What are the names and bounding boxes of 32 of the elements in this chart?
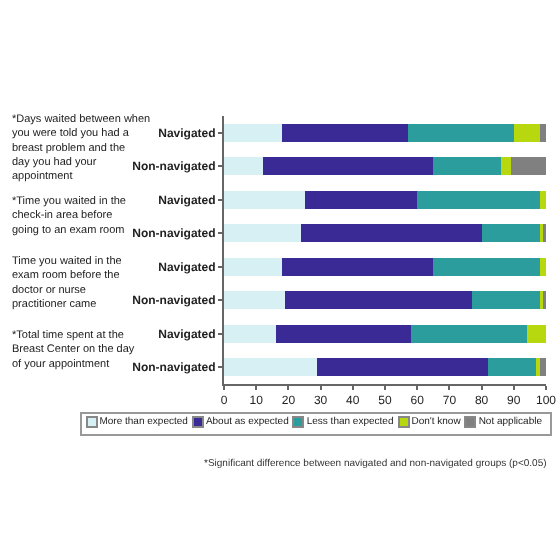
bar (262, 157, 434, 176)
bar (224, 224, 302, 243)
bar (539, 123, 546, 142)
bar (433, 257, 540, 276)
bar (304, 190, 418, 209)
bar (513, 123, 540, 142)
bar (275, 324, 411, 343)
bar (224, 190, 305, 209)
bar (481, 224, 540, 243)
bar (224, 157, 263, 176)
bar (500, 157, 511, 176)
bar (301, 224, 482, 243)
bar (281, 257, 434, 276)
bar (539, 358, 546, 377)
bar (224, 291, 286, 310)
bar (224, 257, 282, 276)
bar (539, 257, 546, 276)
bar (281, 123, 408, 142)
bar (317, 358, 489, 377)
bar (510, 157, 546, 176)
bar (417, 190, 540, 209)
bar (224, 324, 276, 343)
bar (526, 324, 546, 343)
bar (539, 190, 546, 209)
bar (410, 324, 527, 343)
bar (224, 123, 282, 142)
bar (488, 358, 537, 377)
bar (224, 358, 318, 377)
bar (407, 123, 514, 142)
bar (433, 157, 501, 176)
bar (285, 291, 472, 310)
bar (471, 291, 540, 310)
